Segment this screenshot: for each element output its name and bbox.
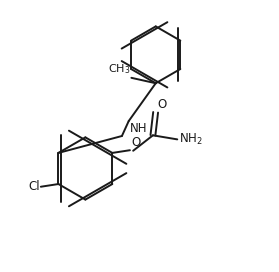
Text: NH: NH <box>130 122 148 135</box>
Text: Cl: Cl <box>28 180 40 193</box>
Text: CH$_3$: CH$_3$ <box>107 63 130 76</box>
Text: NH$_2$: NH$_2$ <box>179 132 203 147</box>
Text: O: O <box>131 136 141 149</box>
Text: O: O <box>157 98 166 111</box>
